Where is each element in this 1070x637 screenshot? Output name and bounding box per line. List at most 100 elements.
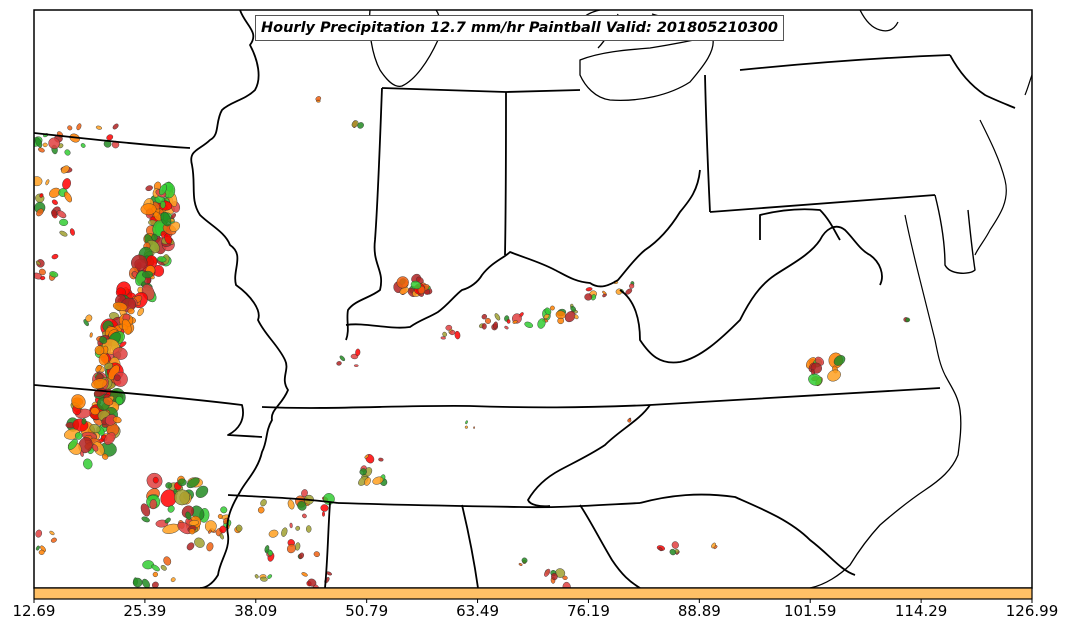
precip-blob [71, 394, 86, 409]
precip-blob [34, 176, 43, 187]
precip-blob [254, 574, 259, 579]
new-jersey-coast [974, 119, 1007, 256]
indiana-ohio-border [504, 91, 507, 256]
precip-blob [494, 313, 501, 321]
precip-blob [142, 270, 154, 279]
virginia-carolina-coast [809, 374, 962, 588]
precip-blob [64, 191, 72, 203]
colorbar-tick-label: 101.59 [783, 602, 837, 620]
precip-blob [353, 364, 359, 367]
precip-blob [56, 210, 67, 219]
precip-blob [85, 314, 93, 322]
indiana-north-border [381, 87, 507, 93]
precip-blob [94, 345, 105, 356]
north-carolina-south-border [639, 493, 856, 576]
precip-blob [152, 571, 158, 578]
precip-blob [38, 147, 45, 153]
precip-blob [629, 283, 635, 289]
precip-blob [267, 574, 273, 579]
colorbar-tick-label: 76.19 [566, 602, 610, 620]
precip-blob [64, 149, 71, 156]
precip-blob [99, 336, 108, 344]
precip-blob [140, 503, 151, 517]
precip-blob [544, 307, 552, 315]
precip-blob [83, 458, 93, 470]
precip-blob [35, 260, 41, 266]
precip-blob [315, 96, 322, 102]
precip-blob [164, 517, 171, 524]
precip-blob [544, 568, 551, 577]
precip-blob [570, 305, 576, 312]
precip-blob [465, 420, 468, 425]
precip-blob [537, 318, 546, 329]
precip-blob [51, 253, 59, 260]
west-virginia-border [619, 208, 883, 364]
precip-blob [297, 501, 307, 511]
precip-blob [235, 524, 243, 532]
precip-blob [39, 193, 44, 198]
ohio-north-border [505, 89, 581, 93]
colorbar-ticks [33, 599, 1033, 603]
precip-blob [74, 432, 83, 440]
precip-blob [49, 271, 59, 278]
precip-blob [220, 506, 228, 514]
precip-blob [98, 353, 109, 366]
precip-blob [89, 332, 93, 338]
precip-blob [602, 290, 607, 295]
precip-blob [440, 336, 446, 340]
precip-blob [59, 230, 68, 237]
precip-blob [584, 293, 593, 301]
precip-blob [355, 348, 361, 357]
colorbar [33, 587, 1033, 600]
colorbar-tick-label: 126.99 [1005, 602, 1059, 620]
precip-blob [59, 218, 69, 226]
precip-blob [103, 396, 114, 406]
mississippi-alabama-border [324, 502, 479, 588]
precip-blob [90, 407, 100, 416]
precip-blob [827, 369, 841, 382]
precip-blob [170, 577, 176, 583]
precip-blob [35, 137, 43, 148]
precip-blob [194, 537, 205, 548]
precip-blob [260, 499, 267, 507]
precip-blob [671, 541, 679, 549]
precip-blob [69, 228, 75, 236]
precip-blob [160, 211, 172, 227]
precip-blob [257, 506, 265, 514]
precip-blob [504, 325, 509, 330]
boundaries [34, 10, 1032, 588]
precip-blob [267, 550, 273, 556]
map-title: Hourly Precipitation 12.7 mm/hr Paintbal… [255, 15, 784, 41]
precip-blob [185, 511, 192, 520]
precip-blob [45, 179, 50, 186]
precip-blob [76, 123, 82, 131]
georgia-south-carolina-border [579, 504, 641, 588]
precip-blob [550, 305, 555, 311]
precip-blob [323, 493, 335, 505]
precip-blob [562, 575, 568, 580]
precip-blob [51, 199, 58, 205]
precip-blob [42, 142, 48, 148]
precip-blob [95, 125, 102, 130]
precip-blob [35, 529, 43, 538]
precip-blob [492, 321, 498, 330]
kentucky-tennessee-border [261, 394, 821, 409]
precip-blob [112, 347, 128, 360]
precip-blob [119, 341, 127, 348]
precip-blob [442, 331, 447, 337]
precip-blob [38, 549, 45, 555]
long-island-coast [1024, 74, 1032, 96]
virginia-north-carolina-border [819, 387, 941, 396]
iowa-missouri-border [34, 132, 191, 149]
precip-blob [302, 513, 307, 519]
precip-blob [551, 572, 558, 581]
precip-blob [49, 530, 55, 536]
precip-blob [359, 468, 367, 476]
precip-blob [60, 165, 70, 174]
precip-blob [217, 514, 223, 519]
colorbar-tick-label: 12.69 [12, 602, 56, 620]
precip-blob [145, 185, 153, 192]
precip-blob [141, 516, 150, 523]
